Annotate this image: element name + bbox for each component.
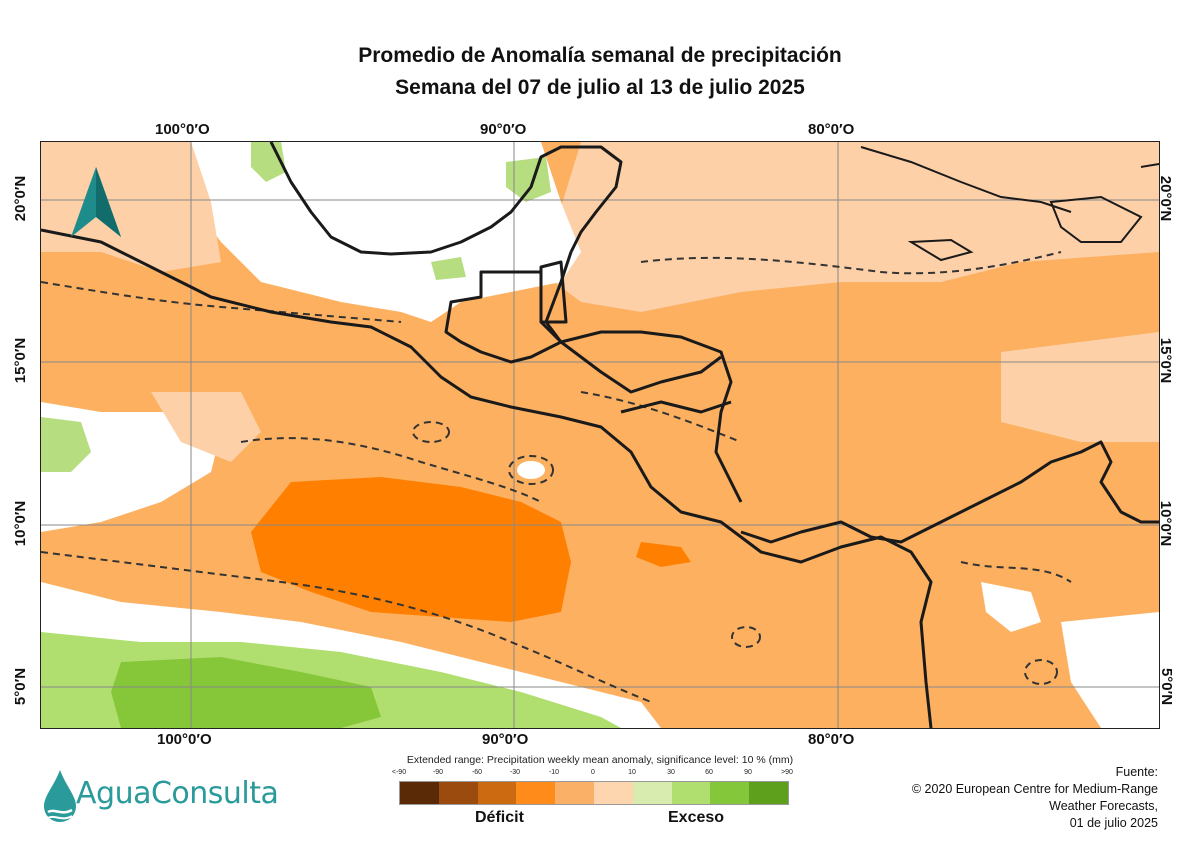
lat-label-left-20: 20°0′N [12,175,30,222]
excess-coast [431,257,466,280]
anomaly-map [40,141,1160,729]
title-line-2: Semana del 07 de julio al 13 de julio 20… [395,76,805,99]
near-normal-west [41,402,221,532]
graticule [41,142,1159,728]
strong-deficit-core [251,477,571,622]
legend-tick: -30 [509,769,521,776]
lat-label-left-5: 5°0′N [12,667,30,706]
legend-excess-label: Exceso [668,809,725,826]
weak-deficit-west [151,392,261,462]
anomaly-map-svg [41,142,1159,728]
caribbean-islands [860,146,1159,262]
legend-swatch [438,782,478,804]
legend-color-bar [399,781,789,805]
water-drop-logo-icon [44,770,76,822]
strong-deficit-patch [636,542,691,567]
lon-label-top-90: 90°0′O [480,121,527,138]
legend-caption: Extended range: Precipitation weekly mea… [406,754,794,766]
legend-tick: 60 [705,769,713,776]
legend-swatch [749,782,788,804]
legend-tick: -10 [548,769,560,776]
lat-label-right-5: 5°0′N [1158,667,1176,706]
legend-swatch [593,782,633,804]
source-credit: Fuente: © 2020 European Centre for Mediu… [912,764,1158,832]
legend-tick: <-90 [391,769,407,776]
legend-tick: 90 [744,769,752,776]
north-arrow-icon [71,167,121,237]
legend-swatch [555,782,594,804]
near-normal-east-patch [981,582,1041,632]
weak-deficit-caribbean [541,142,1159,312]
significance-contours [41,251,1072,703]
near-normal-pacific-dot [517,461,545,479]
lat-label-left-15: 15°0′N [12,337,30,384]
source-line-2: © 2020 European Centre for Medium-Range [911,782,1158,796]
title-line-1: Promedio de Anomalía semanal de precipit… [358,44,842,67]
weak-deficit-east [1001,332,1159,442]
legend-tick: 10 [628,769,636,776]
legend-tick: 0 [591,769,595,776]
weak-excess-west [41,417,91,472]
legend-swatch [710,782,750,804]
source-line-1: Fuente: [1115,765,1158,779]
lon-label-top-80: 80°0′O [808,121,855,138]
coastlines [41,142,1159,728]
legend-swatch [400,782,439,804]
near-normal-se [1061,612,1159,728]
legend-swatch [516,782,556,804]
legend-deficit-label: Déficit [475,809,524,826]
legend-tick: -90 [432,769,444,776]
legend-swatch [632,782,672,804]
lon-label-bottom-100: 100°0′O [157,731,212,748]
legend-swatch [477,782,517,804]
excess-south-strong [111,657,381,728]
legend-tick: >90 [781,769,793,776]
brand-logo: AguaConsulta [40,768,280,828]
source-line-4: 01 de julio 2025 [1069,816,1158,830]
excess-yucatan [506,157,551,202]
lon-label-bottom-80: 80°0′O [808,731,855,748]
legend-swatch [671,782,711,804]
map-title: Promedio de Anomalía semanal de precipit… [0,40,1200,104]
legend-ticks: <-90 -90 -60 -30 -10 0 10 30 60 90 >90 [392,769,793,779]
lon-label-top-100: 100°0′O [155,121,210,138]
source-line-3: Weather Forecasts, [1049,799,1158,813]
legend-tick: -60 [471,769,483,776]
lon-label-bottom-90: 90°0′O [482,731,529,748]
lat-label-left-10: 10°0′N [12,500,30,547]
brand-name: AguaConsulta [76,776,279,811]
legend-tick: 30 [667,769,675,776]
